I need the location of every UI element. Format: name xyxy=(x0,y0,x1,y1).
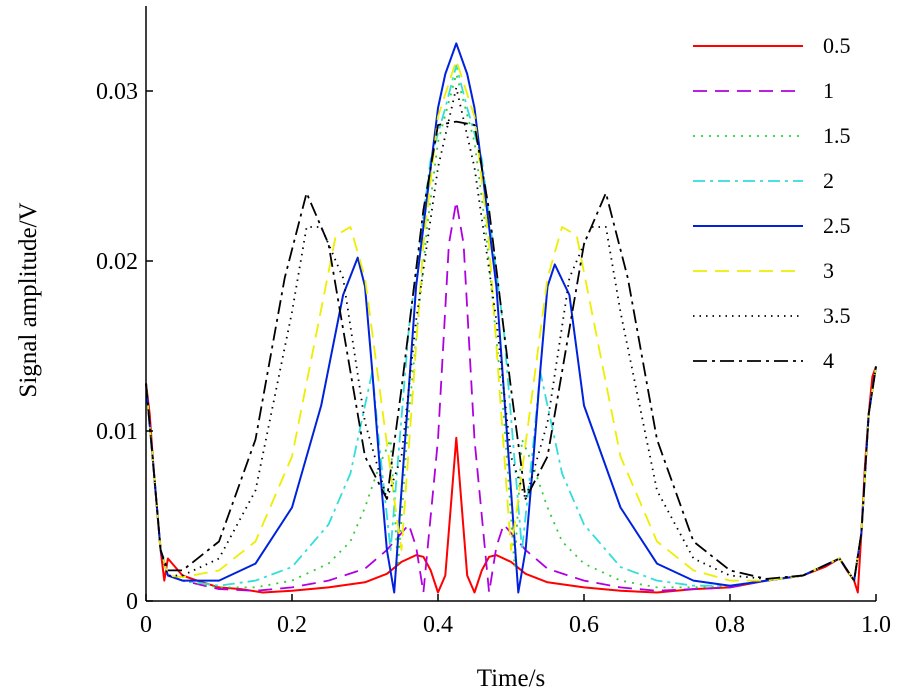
y-axis-label: Signal amplitude/V xyxy=(15,202,42,397)
series-line-2 xyxy=(145,73,877,589)
legend-label-7: 4 xyxy=(823,348,834,373)
legend-label-4: 2.5 xyxy=(823,213,851,238)
legend: 0.5 1 1.5 2 2.5 3 3.5 4 xyxy=(693,33,851,373)
series-line-1 xyxy=(145,200,877,594)
x-tick-label-1: 0.2 xyxy=(277,612,307,638)
series-line-6 xyxy=(145,86,877,582)
x-axis-label: Time/s xyxy=(477,665,546,692)
legend-label-2: 1.5 xyxy=(823,123,851,148)
legend-label-6: 3.5 xyxy=(823,303,851,328)
legend-label-0: 0.5 xyxy=(823,33,851,58)
x-tick-label-2: 0.4 xyxy=(423,612,453,638)
y-tick-label-3: 0.03 xyxy=(96,79,138,105)
series-line-4 xyxy=(145,42,877,594)
x-tick-label-3: 0.6 xyxy=(569,612,599,638)
legend-label-5: 3 xyxy=(823,258,834,283)
x-tick-label-0: 0 xyxy=(140,612,152,638)
series-line-5 xyxy=(145,59,877,582)
axes: 0 0.2 0.4 0.6 0.8 1.0 0 0.01 0.02 0.03 xyxy=(96,6,891,638)
x-tick-label-4: 0.8 xyxy=(715,612,745,638)
x-tick-label-5: 1.0 xyxy=(861,612,891,638)
y-tick-label-2: 0.02 xyxy=(96,249,138,275)
series-line-7 xyxy=(145,120,877,582)
plot-lines xyxy=(145,42,877,594)
legend-label-1: 1 xyxy=(823,78,834,103)
legend-label-3: 2 xyxy=(823,168,834,193)
series-line-3 xyxy=(145,64,877,587)
y-tick-label-1: 0.01 xyxy=(96,419,138,445)
y-tick-label-0: 0 xyxy=(126,589,138,615)
